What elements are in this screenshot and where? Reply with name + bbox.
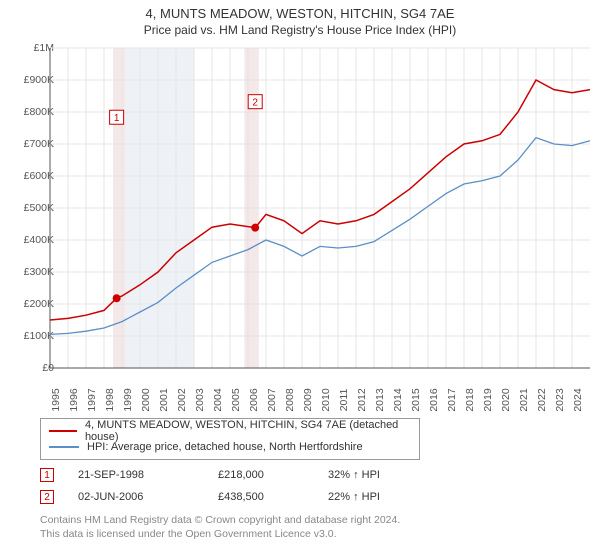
x-tick-label: 2008: [284, 388, 296, 411]
transaction-pct: 22% ↑ HPI: [328, 491, 428, 503]
transaction-price: £218,000: [218, 469, 328, 481]
x-tick-label: 2023: [554, 388, 566, 411]
x-tick-label: 2007: [266, 388, 278, 411]
x-tick-label: 1996: [68, 388, 80, 411]
title-subtitle: Price paid vs. HM Land Registry's House …: [0, 23, 600, 37]
legend-swatch: [49, 430, 77, 432]
x-tick-label: 2019: [482, 388, 494, 411]
transaction-table: 1 21-SEP-1998 £218,000 32% ↑ HPI 2 02-JU…: [40, 464, 428, 508]
transaction-date: 02-JUN-2006: [78, 491, 218, 503]
copyright-line2: This data is licensed under the Open Gov…: [40, 528, 400, 542]
x-tick-label: 2014: [392, 388, 404, 411]
legend-label: 4, MUNTS MEADOW, WESTON, HITCHIN, SG4 7A…: [85, 419, 411, 443]
x-tick-label: 2011: [338, 389, 350, 412]
x-tick-label: 2006: [248, 388, 260, 411]
x-tick-label: 2018: [464, 388, 476, 411]
transaction-date: 21-SEP-1998: [78, 469, 218, 481]
transaction-badge: 2: [40, 490, 54, 504]
x-tick-label: 2024: [572, 388, 584, 411]
x-tick-label: 1998: [104, 388, 116, 411]
x-tick-label: 2002: [176, 388, 188, 411]
x-tick-label: 2020: [500, 388, 512, 411]
title-block: 4, MUNTS MEADOW, WESTON, HITCHIN, SG4 7A…: [0, 0, 600, 39]
transaction-row: 2 02-JUN-2006 £438,500 22% ↑ HPI: [40, 486, 428, 508]
x-tick-label: 1995: [50, 388, 62, 411]
chart-svg: 12: [50, 48, 590, 368]
x-tick-label: 2022: [536, 388, 548, 411]
x-tick-label: 2010: [320, 388, 332, 411]
chart-plot-area: 12: [50, 48, 590, 368]
transaction-price: £438,500: [218, 491, 328, 503]
transaction-row: 1 21-SEP-1998 £218,000 32% ↑ HPI: [40, 464, 428, 486]
legend-item-hpi: HPI: Average price, detached house, Nort…: [49, 439, 411, 455]
svg-text:2: 2: [252, 98, 258, 109]
title-address: 4, MUNTS MEADOW, WESTON, HITCHIN, SG4 7A…: [0, 6, 600, 21]
x-tick-label: 2013: [374, 388, 386, 411]
x-tick-label: 2017: [446, 388, 458, 411]
legend: 4, MUNTS MEADOW, WESTON, HITCHIN, SG4 7A…: [40, 418, 420, 460]
x-tick-label: 2001: [158, 388, 170, 411]
x-tick-label: 2021: [518, 388, 530, 411]
legend-item-price-paid: 4, MUNTS MEADOW, WESTON, HITCHIN, SG4 7A…: [49, 423, 411, 439]
x-tick-label: 2004: [212, 388, 224, 411]
x-tick-label: 2005: [230, 388, 242, 411]
transaction-pct: 32% ↑ HPI: [328, 469, 428, 481]
chart-container: 4, MUNTS MEADOW, WESTON, HITCHIN, SG4 7A…: [0, 0, 600, 560]
x-tick-label: 2015: [410, 388, 422, 411]
x-tick-label: 1999: [122, 388, 134, 411]
x-tick-label: 2012: [356, 388, 368, 411]
transaction-badge: 1: [40, 468, 54, 482]
legend-label: HPI: Average price, detached house, Nort…: [87, 441, 363, 453]
x-tick-label: 2000: [140, 388, 152, 411]
copyright-notice: Contains HM Land Registry data © Crown c…: [40, 514, 400, 541]
svg-text:1: 1: [114, 113, 120, 124]
x-tick-label: 2009: [302, 388, 314, 411]
x-tick-label: 1997: [86, 388, 98, 411]
x-tick-label: 2016: [428, 388, 440, 411]
x-tick-label: 2003: [194, 388, 206, 411]
copyright-line1: Contains HM Land Registry data © Crown c…: [40, 514, 400, 528]
legend-swatch: [49, 446, 79, 448]
